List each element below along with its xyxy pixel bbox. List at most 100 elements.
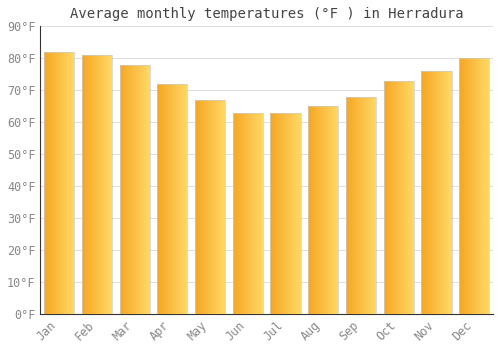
Bar — [232, 113, 263, 314]
Bar — [65, 52, 66, 314]
Bar — [412, 80, 413, 314]
Bar — [167, 84, 168, 314]
Bar — [361, 97, 362, 314]
Bar — [124, 65, 125, 314]
Bar — [477, 58, 478, 314]
Bar — [143, 65, 144, 314]
Bar — [480, 58, 481, 314]
Bar — [45, 52, 46, 314]
Bar — [309, 106, 310, 314]
Bar — [291, 113, 292, 314]
Bar — [68, 52, 69, 314]
Bar — [400, 80, 401, 314]
Bar — [395, 80, 396, 314]
Bar — [171, 84, 172, 314]
Bar — [360, 97, 361, 314]
Bar — [62, 52, 63, 314]
Bar — [469, 58, 470, 314]
Bar — [466, 58, 468, 314]
Bar — [97, 55, 98, 314]
Bar — [337, 106, 338, 314]
Bar — [367, 97, 368, 314]
Bar — [232, 113, 234, 314]
Bar — [127, 65, 128, 314]
Bar — [48, 52, 50, 314]
Bar — [178, 84, 179, 314]
Bar — [162, 84, 164, 314]
Bar — [224, 100, 225, 314]
Bar — [487, 58, 488, 314]
Bar — [184, 84, 185, 314]
Bar — [165, 84, 166, 314]
Bar — [459, 58, 460, 314]
Bar — [92, 55, 93, 314]
Bar — [352, 97, 354, 314]
Bar — [103, 55, 104, 314]
Bar — [425, 71, 426, 314]
Bar — [326, 106, 327, 314]
Bar — [239, 113, 240, 314]
Bar — [73, 52, 74, 314]
Bar — [482, 58, 483, 314]
Bar — [242, 113, 244, 314]
Bar — [106, 55, 108, 314]
Bar — [180, 84, 182, 314]
Bar — [52, 52, 53, 314]
Bar — [484, 58, 485, 314]
Bar — [447, 71, 448, 314]
Bar — [442, 71, 444, 314]
Bar — [136, 65, 137, 314]
Bar — [120, 65, 121, 314]
Bar — [488, 58, 490, 314]
Bar — [96, 55, 97, 314]
Bar — [122, 65, 124, 314]
Bar — [311, 106, 312, 314]
Bar — [217, 100, 218, 314]
Bar — [244, 113, 245, 314]
Bar — [58, 52, 59, 314]
Bar — [355, 97, 356, 314]
Bar — [179, 84, 180, 314]
Bar — [59, 52, 60, 314]
Bar — [109, 55, 110, 314]
Bar — [388, 80, 389, 314]
Bar — [176, 84, 177, 314]
Bar — [437, 71, 438, 314]
Bar — [130, 65, 131, 314]
Bar — [50, 52, 51, 314]
Bar — [405, 80, 406, 314]
Bar — [142, 65, 143, 314]
Title: Average monthly temperatures (°F ) in Herradura: Average monthly temperatures (°F ) in He… — [70, 7, 464, 21]
Bar — [214, 100, 216, 314]
Bar — [128, 65, 130, 314]
Bar — [277, 113, 278, 314]
Bar — [257, 113, 258, 314]
Bar — [431, 71, 432, 314]
Bar — [445, 71, 446, 314]
Bar — [262, 113, 263, 314]
Bar — [358, 97, 360, 314]
Bar — [252, 113, 253, 314]
Bar — [251, 113, 252, 314]
Bar — [476, 58, 477, 314]
Bar — [270, 113, 300, 314]
Bar — [396, 80, 397, 314]
Bar — [54, 52, 56, 314]
Bar — [258, 113, 259, 314]
Bar — [312, 106, 314, 314]
Bar — [173, 84, 174, 314]
Bar — [478, 58, 480, 314]
Bar — [149, 65, 150, 314]
Bar — [408, 80, 410, 314]
Bar — [177, 84, 178, 314]
Bar — [334, 106, 336, 314]
Bar — [207, 100, 208, 314]
Bar — [259, 113, 260, 314]
Bar — [440, 71, 441, 314]
Bar — [111, 55, 112, 314]
Bar — [282, 113, 284, 314]
Bar — [465, 58, 466, 314]
Bar — [88, 55, 90, 314]
Bar — [332, 106, 333, 314]
Bar — [394, 80, 395, 314]
